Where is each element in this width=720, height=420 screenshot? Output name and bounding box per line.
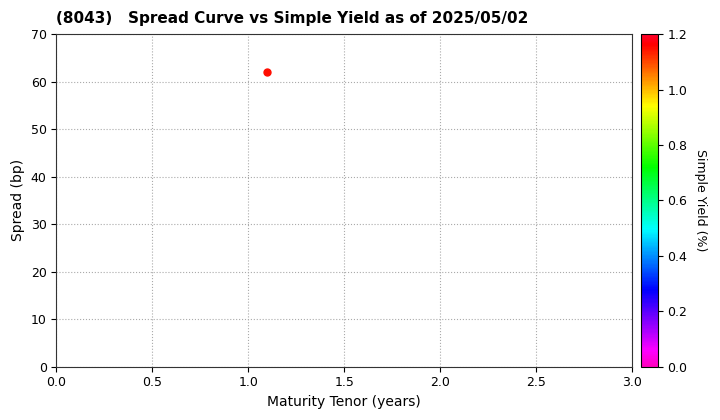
Text: (8043)   Spread Curve vs Simple Yield as of 2025/05/02: (8043) Spread Curve vs Simple Yield as o… — [56, 11, 528, 26]
Y-axis label: Simple Yield (%): Simple Yield (%) — [694, 149, 707, 252]
Point — [261, 69, 273, 76]
X-axis label: Maturity Tenor (years): Maturity Tenor (years) — [267, 395, 421, 409]
Y-axis label: Spread (bp): Spread (bp) — [11, 159, 25, 242]
